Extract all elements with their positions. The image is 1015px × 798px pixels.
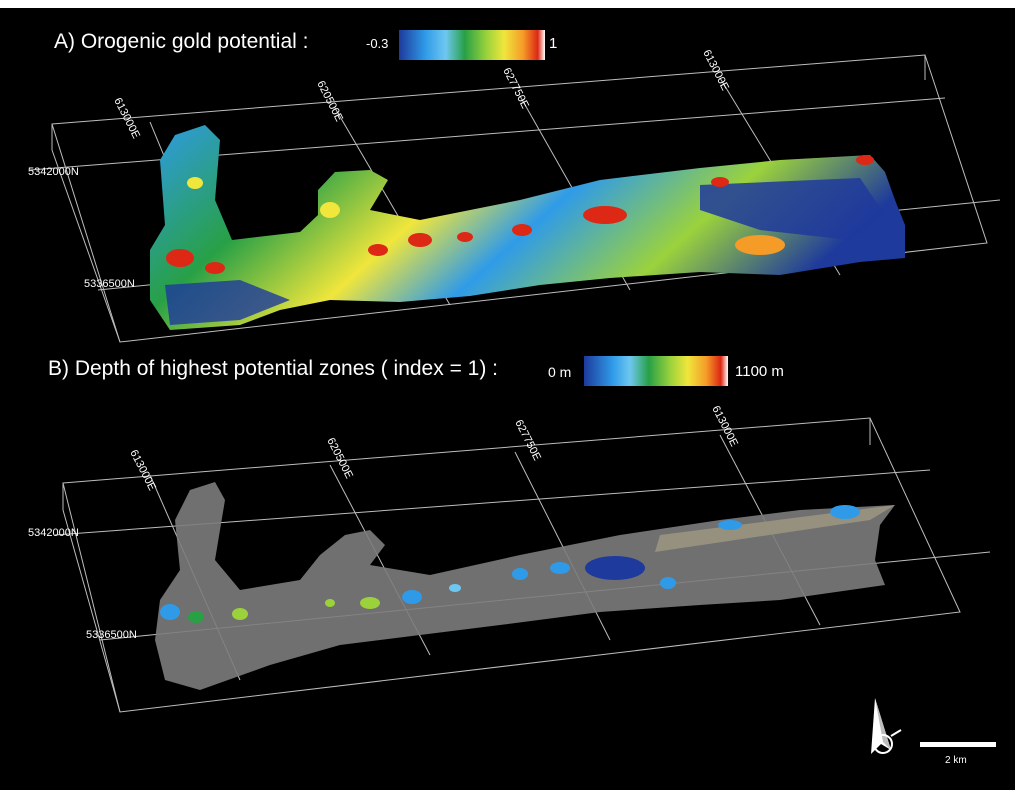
panel-b-colorbar [584, 356, 728, 386]
panel-a-northing-label: 5336500N [84, 278, 135, 290]
hotspot [512, 224, 532, 236]
panel-b-northing-label: 5342000N [28, 527, 79, 539]
depth-blob [550, 562, 570, 574]
panel-a-colorbar-min: -0.3 [366, 36, 389, 51]
panel-a: 613000E 620500E 627750E 613000E 5342000N… [28, 48, 1001, 343]
scale-bar: 2 km [920, 742, 996, 766]
depth-blob [449, 584, 461, 592]
depth-blob [512, 568, 528, 580]
hotspot [408, 233, 432, 247]
depth-blob [188, 611, 204, 623]
depth-blob [325, 599, 335, 607]
depth-blob [585, 556, 645, 580]
hotspot [166, 249, 194, 267]
depth-blob [660, 577, 676, 589]
panel-b-colorbar-max: 1100 m [735, 363, 784, 380]
potential-body-west-deep [165, 280, 290, 325]
depth-blob [232, 608, 248, 620]
depth-blob [830, 505, 860, 519]
panel-b-title: B) Depth of highest potential zones ( in… [48, 357, 499, 380]
scale-bar-label: 2 km [945, 755, 967, 766]
panel-a-title: A) Orogenic gold potential : [54, 30, 309, 53]
panel-a-colorbar [399, 30, 545, 60]
depth-body [155, 482, 895, 690]
depth-blob [160, 604, 180, 620]
figure-background [0, 8, 1015, 790]
hotspot [735, 235, 785, 255]
hotspot [711, 177, 729, 187]
panel-b-colorbar-min: 0 m [548, 364, 572, 380]
hotspot [368, 244, 388, 256]
depth-blob [402, 590, 422, 604]
depth-blob [360, 597, 380, 609]
depth-blob [718, 520, 742, 530]
hotspot [320, 202, 340, 218]
north-arrow-icon [871, 698, 902, 754]
hotspot [187, 177, 203, 189]
hotspot [205, 262, 225, 274]
potential-body-deep-zone [700, 178, 885, 240]
panel-b-northing-label: 5336500N [86, 629, 137, 641]
potential-body [150, 125, 905, 330]
hotspot [856, 155, 874, 165]
panel-a-northing-label: 5342000N [28, 166, 79, 178]
hotspot [457, 232, 473, 242]
panel-a-colorbar-max: 1 [549, 35, 558, 52]
hotspot [583, 206, 627, 224]
